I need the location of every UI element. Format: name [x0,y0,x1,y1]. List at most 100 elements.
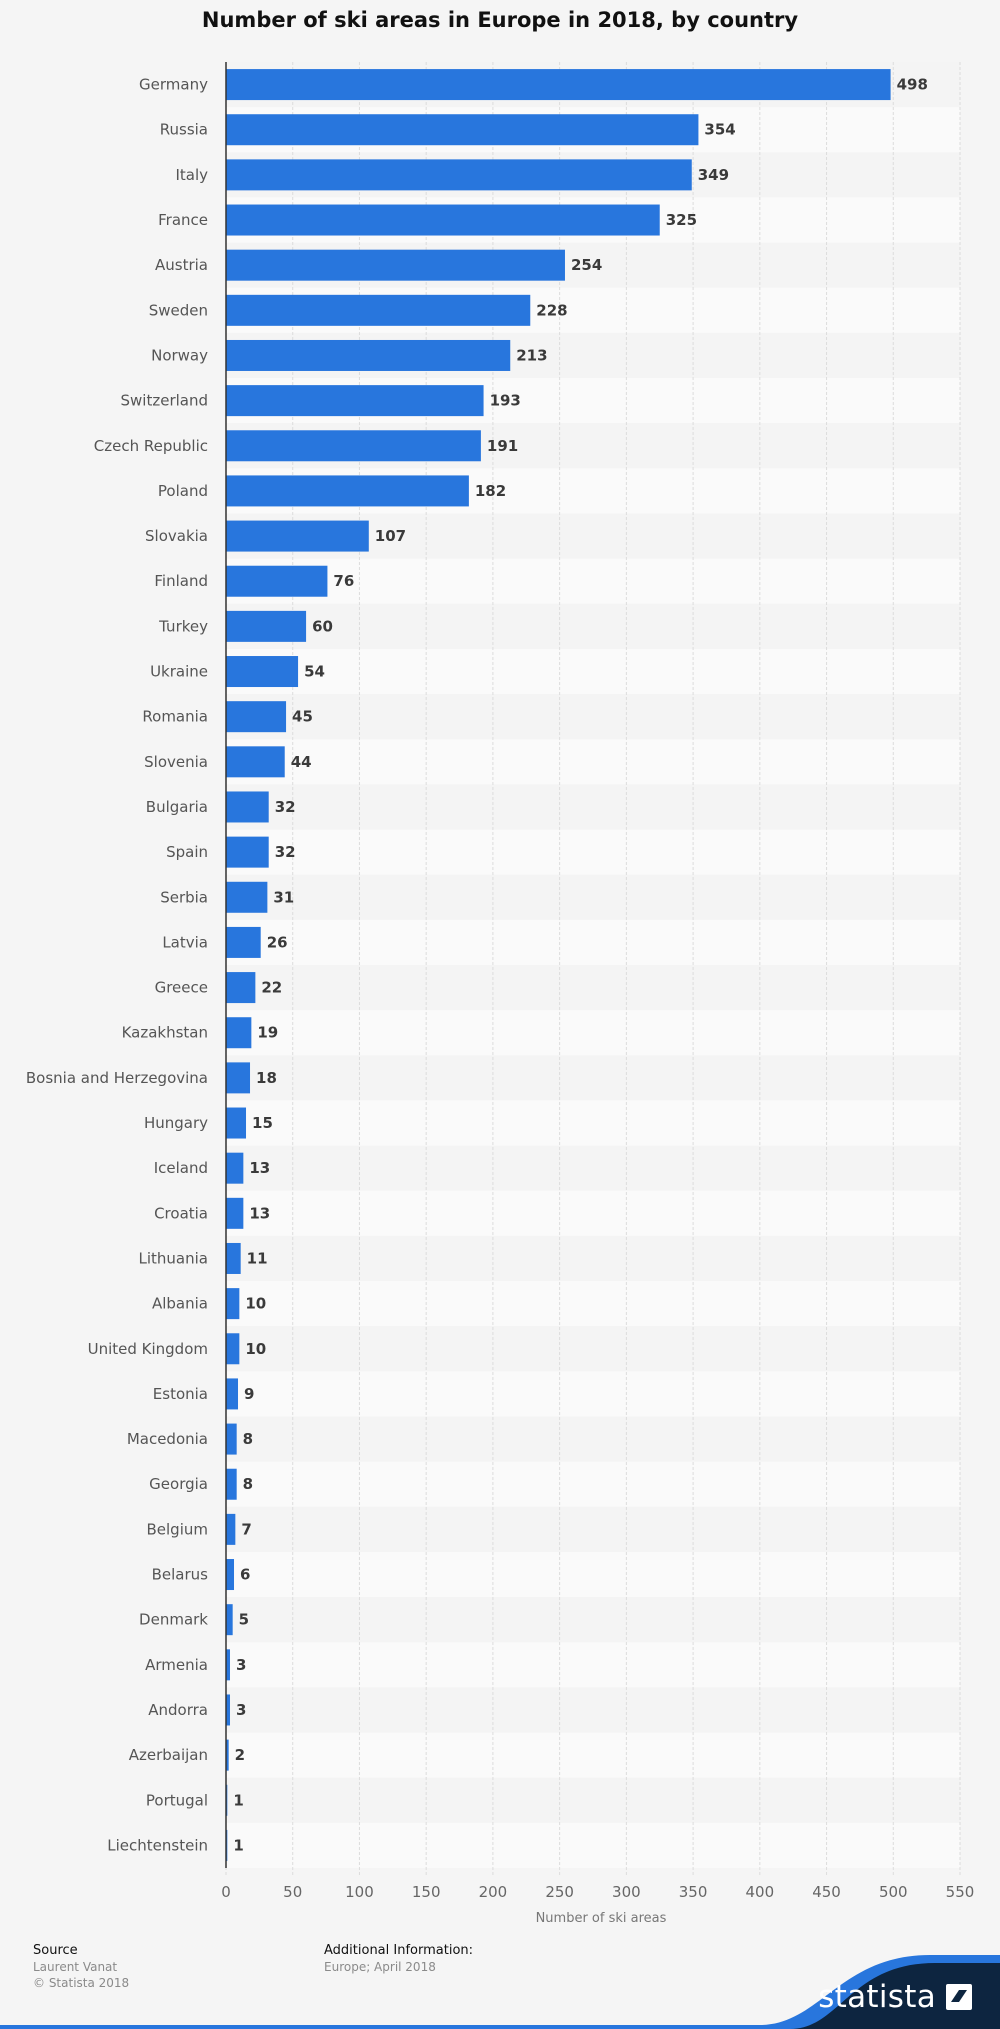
bar [226,114,699,146]
category-label: Austria [155,256,208,274]
row-stripe [226,603,960,649]
category-label: Russia [160,121,208,139]
data-label: 15 [252,1114,273,1132]
x-tick-label: 400 [745,1883,774,1901]
category-label: Norway [151,346,208,364]
category-label: Lithuania [139,1249,208,1267]
x-tick-label: 500 [879,1883,908,1901]
bar [226,1604,233,1636]
copyright-line: © Statista 2018 [33,1976,130,1990]
row-stripe [226,965,960,1011]
source-heading: Source [33,1943,78,1958]
bar [226,1197,244,1229]
category-label: Andorra [148,1701,208,1719]
bar [226,520,369,552]
bar [226,656,299,688]
data-label: 1 [233,1836,243,1854]
row-stripe [226,1416,960,1462]
row-stripe [226,1777,960,1823]
row-stripe [226,1190,960,1236]
category-label: Finland [154,572,208,590]
bar [226,249,565,281]
bar [226,385,484,417]
x-tick-label: 250 [545,1883,574,1901]
bar [226,881,268,913]
data-label: 32 [275,798,296,816]
row-stripe [226,1235,960,1282]
row-stripe [226,1100,960,1146]
data-label: 54 [304,663,325,681]
row-stripe [226,694,960,740]
bar [226,69,891,101]
data-label: 19 [257,1024,278,1042]
category-label: Slovenia [144,753,208,771]
bar [226,972,256,1004]
data-label: 498 [897,76,928,94]
category-label: Iceland [154,1159,208,1177]
row-stripe [226,829,960,875]
x-tick-label: 550 [946,1883,975,1901]
source-line: Laurent Vanat [33,1960,118,1974]
category-label: Albania [152,1295,208,1313]
additional-info-line: Europe; April 2018 [324,1960,436,1974]
category-label: Greece [155,979,208,997]
data-label: 44 [291,753,312,771]
bar [226,1152,244,1184]
bar [226,1333,240,1365]
source-block: Source Laurent Vanat © Statista 2018 [33,1942,129,1991]
category-label: Croatia [154,1204,208,1222]
data-label: 107 [375,527,406,545]
brand-wave-decoration [0,1955,1000,2029]
chart-title: Number of ski areas in Europe in 2018, b… [201,8,799,32]
bar [226,1649,231,1681]
category-label: Italy [175,166,208,184]
category-label: Liechtenstein [107,1836,208,1854]
category-label: France [158,211,208,229]
data-label: 60 [312,617,333,635]
data-label: 8 [243,1475,253,1493]
category-label: Estonia [153,1385,208,1403]
data-label: 13 [249,1204,270,1222]
row-stripe [226,1010,960,1056]
category-label: Armenia [145,1656,208,1674]
data-label: 9 [244,1385,254,1403]
x-tick-label: 100 [345,1883,374,1901]
data-label: 8 [243,1430,253,1448]
data-label: 1 [233,1791,243,1809]
row-stripe [226,1822,960,1868]
bar [226,294,531,326]
row-stripe [226,1326,960,1372]
category-label: Romania [142,708,208,726]
bar [226,746,285,778]
data-label: 7 [241,1520,251,1538]
data-label: 10 [245,1340,266,1358]
x-tick-label: 50 [283,1883,302,1901]
category-label: Slovakia [145,527,208,545]
statista-logo-icon [946,1984,972,2010]
data-label: 254 [571,256,602,274]
data-label: 325 [666,211,697,229]
row-stripe [226,784,960,830]
bar [226,1559,235,1591]
bar [226,204,660,236]
row-stripe [226,1597,960,1643]
data-label: 10 [245,1295,266,1313]
row-stripe [226,739,960,785]
row-stripe [226,1732,960,1778]
row-stripe [226,919,960,965]
bar [226,701,287,733]
category-label: Belgium [147,1520,209,1538]
bar [226,1513,236,1545]
category-label: Serbia [160,888,208,906]
x-tick-label: 200 [479,1883,508,1901]
row-stripe [226,1281,960,1327]
bar [226,791,269,823]
row-stripe [226,1371,960,1417]
statista-logo: statista [818,1979,972,2015]
category-label: Denmark [139,1611,208,1629]
row-stripe [226,1145,960,1191]
category-label: Ukraine [150,663,208,681]
category-label: United Kingdom [88,1340,208,1358]
data-label: 22 [261,979,282,997]
bar [226,1017,252,1049]
